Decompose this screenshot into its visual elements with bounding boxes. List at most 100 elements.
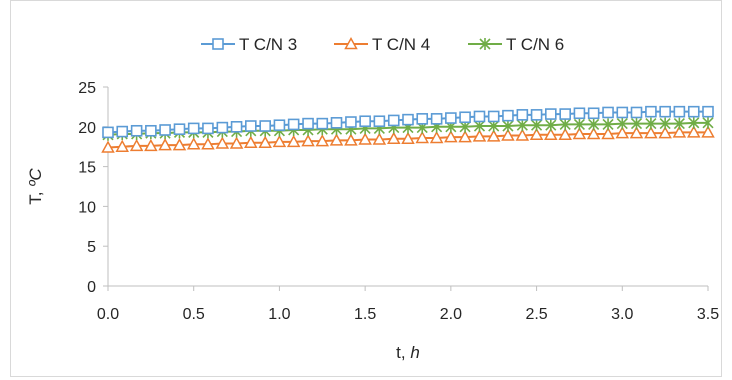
data-point	[402, 113, 414, 126]
data-point	[187, 122, 200, 135]
data-point	[345, 116, 357, 128]
x-tick-label: 3.5	[697, 306, 719, 323]
data-point	[186, 137, 201, 150]
x-tick-label: 1.5	[354, 306, 376, 323]
y-tick-label: 0	[87, 279, 96, 296]
x-axis-title-unit: h	[410, 343, 419, 362]
data-point	[672, 125, 687, 138]
y-axis-title-main: T,	[26, 187, 45, 205]
data-point	[673, 105, 686, 118]
data-point	[230, 121, 243, 133]
data-point	[644, 126, 658, 139]
data-point	[173, 123, 186, 135]
x-tick-label: 3.0	[611, 306, 633, 323]
data-point	[358, 132, 372, 145]
x-tick-label: 0.0	[97, 306, 119, 323]
data-point	[645, 105, 657, 118]
data-point	[216, 121, 229, 134]
data-point	[245, 120, 257, 132]
data-point	[530, 109, 543, 121]
legend-marker	[344, 36, 358, 50]
y-tick-label: 10	[78, 199, 96, 216]
data-point	[372, 132, 387, 145]
data-point	[172, 138, 187, 151]
data-point	[702, 116, 714, 129]
line-chart: T C/N 3 T C/N 4 T C/N 6 0.0 0.5 1.0 1.5 2.0 2.5…	[26, 35, 719, 362]
data-point	[315, 134, 330, 147]
data-point	[302, 117, 314, 130]
data-point	[329, 133, 344, 146]
data-point	[101, 140, 115, 153]
data-point	[344, 133, 358, 146]
x-tick-label: 2.0	[440, 306, 462, 323]
data-point	[359, 115, 371, 128]
data-point	[387, 131, 401, 144]
data-point	[201, 137, 215, 150]
legend-label: T C/N 6	[506, 35, 564, 54]
data-point	[602, 106, 614, 119]
y-axis-title: T, ºC	[26, 168, 45, 205]
data-point	[502, 109, 514, 122]
data-point	[130, 124, 143, 137]
data-point	[602, 118, 614, 131]
data-point	[645, 117, 657, 130]
data-point	[487, 110, 500, 123]
legend-item: T C/N 4	[334, 35, 430, 54]
data-point	[559, 108, 572, 120]
x-axis-title-main: t,	[396, 343, 410, 362]
data-point	[229, 136, 244, 149]
y-ticks: 0 5 10 15 20 25	[78, 80, 108, 296]
legend-item: T C/N 6	[468, 35, 564, 54]
data-point	[529, 127, 544, 141]
data-point	[429, 130, 444, 144]
data-point	[586, 126, 601, 140]
x-axis-title: t, h	[396, 343, 420, 362]
data-point	[415, 130, 429, 144]
data-point	[573, 107, 586, 120]
data-point	[159, 124, 171, 136]
series-t-c-n-4	[101, 125, 715, 153]
chart-area: T C/N 3 T C/N 4 T C/N 6 0.0 0.5 1.0 1.5 2.0 2.5…	[10, 0, 722, 377]
data-point	[544, 108, 557, 120]
data-point	[630, 117, 643, 130]
data-point	[272, 134, 287, 148]
data-point	[588, 118, 600, 131]
data-point	[373, 115, 386, 128]
data-point	[558, 127, 572, 141]
x-tick-label: 0.5	[183, 306, 205, 323]
data-point	[330, 117, 343, 129]
data-point	[515, 128, 530, 141]
legend-item: T C/N 3	[201, 35, 297, 54]
data-point	[516, 119, 528, 132]
plot-area	[101, 105, 715, 153]
legend-marker	[212, 38, 224, 50]
legend-label: T C/N 3	[239, 35, 297, 54]
data-point	[702, 105, 714, 118]
data-point	[501, 128, 515, 141]
legend: T C/N 3 T C/N 4 T C/N 6	[201, 35, 564, 54]
data-point	[516, 109, 529, 121]
data-point	[244, 135, 258, 148]
data-point	[687, 105, 700, 118]
data-point	[301, 134, 315, 147]
data-point	[273, 119, 286, 132]
y-tick-label: 25	[78, 80, 96, 97]
data-point	[316, 117, 329, 130]
data-point	[258, 135, 272, 148]
data-point	[472, 129, 487, 142]
data-point	[701, 125, 715, 138]
data-point	[673, 117, 685, 130]
data-point	[215, 136, 230, 149]
data-point	[430, 113, 443, 125]
series-t-c-n-3	[102, 105, 714, 139]
data-point	[601, 126, 615, 140]
data-point	[286, 134, 301, 148]
x-ticks: 0.0 0.5 1.0 1.5 2.0 2.5 3.0 3.5	[97, 286, 719, 323]
data-point	[658, 126, 672, 139]
data-point	[202, 122, 214, 135]
data-point	[129, 138, 144, 152]
data-point	[615, 126, 630, 139]
data-point	[158, 138, 172, 151]
y-tick-label: 5	[87, 239, 96, 256]
data-point	[616, 106, 629, 119]
